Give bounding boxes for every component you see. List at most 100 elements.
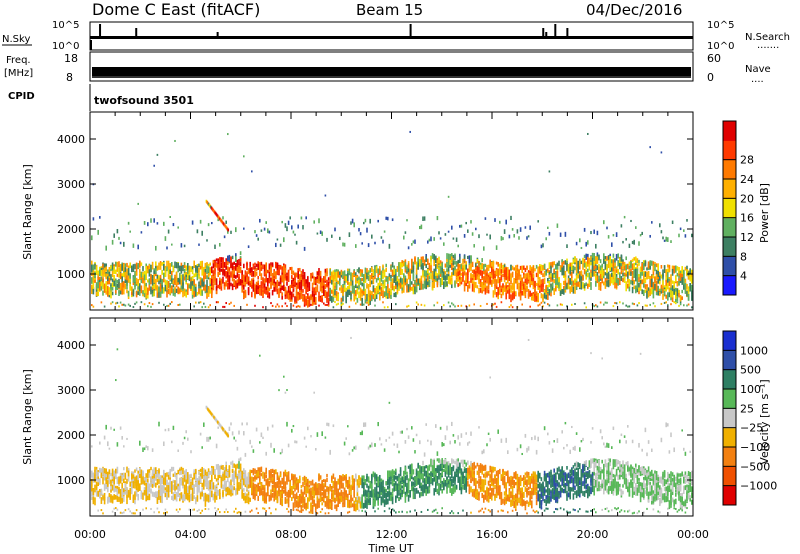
heatmap-cell <box>239 469 242 478</box>
heatmap-cell <box>369 302 371 305</box>
heatmap-cell <box>300 279 303 288</box>
heatmap-cell <box>257 261 259 266</box>
heatmap-cell <box>558 276 560 283</box>
heatmap-cell <box>671 220 674 225</box>
heatmap-cell <box>244 496 247 504</box>
heatmap-cell <box>417 264 419 270</box>
heatmap-cell <box>254 284 256 292</box>
heatmap-cell <box>94 466 96 472</box>
heatmap-cell <box>198 274 200 279</box>
heatmap-cell <box>196 509 199 512</box>
heatmap-cell <box>94 263 96 270</box>
heatmap-cell <box>214 496 216 503</box>
heatmap-cell <box>132 276 135 283</box>
heatmap-cell <box>614 281 616 289</box>
heatmap-cell <box>639 271 642 279</box>
heatmap-cell <box>316 512 319 515</box>
heatmap-cell <box>225 470 227 476</box>
heatmap-cell <box>639 280 642 284</box>
heatmap-cell <box>308 484 311 488</box>
heatmap-cell <box>495 292 498 298</box>
heatmap-cell <box>116 287 119 291</box>
heatmap-cell <box>126 282 128 290</box>
heatmap-cell <box>116 488 119 494</box>
heatmap-cell <box>324 512 327 515</box>
heatmap-cell <box>262 306 264 309</box>
heatmap-cell <box>217 264 219 271</box>
heatmap-cell <box>183 290 186 297</box>
heatmap-cell <box>257 289 259 293</box>
heatmap-cell <box>479 264 482 272</box>
heatmap-cell <box>356 297 359 303</box>
heatmap-cell <box>105 266 107 272</box>
heatmap-cell <box>647 287 650 293</box>
heatmap-cell <box>206 482 208 489</box>
heatmap-cell <box>291 275 293 279</box>
heatmap-cell <box>460 264 463 270</box>
heatmap-cell <box>593 270 595 277</box>
heatmap-cell <box>198 243 200 246</box>
heatmap-cell <box>681 266 683 274</box>
heatmap-cell <box>131 473 133 480</box>
heatmap-cell <box>468 264 471 273</box>
heatmap-cell <box>436 215 439 221</box>
heatmap-cell <box>339 492 341 499</box>
heatmap-cell <box>299 292 301 300</box>
heatmap-cell <box>585 271 587 277</box>
heatmap-cell <box>638 259 640 264</box>
heatmap-cell <box>172 425 175 430</box>
heatmap-cell <box>535 272 538 278</box>
heatmap-cell <box>351 279 354 287</box>
heatmap-cell <box>303 475 306 483</box>
heatmap-cell <box>515 267 517 276</box>
heatmap-cell <box>268 507 271 510</box>
heatmap-cell <box>308 491 311 495</box>
heatmap-cell <box>204 481 207 487</box>
heatmap-cell <box>231 485 234 494</box>
heatmap-cell <box>113 277 115 284</box>
heatmap-cell <box>289 493 291 498</box>
heatmap-cell <box>292 424 295 428</box>
heatmap-cell <box>363 221 365 225</box>
heatmap-cell <box>201 509 203 512</box>
heatmap-cell <box>420 282 423 290</box>
heatmap-cell <box>177 469 179 475</box>
heatmap-cell <box>299 305 301 308</box>
heatmap-cell <box>187 263 189 271</box>
heatmap-cell <box>169 479 171 484</box>
heatmap-cell <box>292 293 295 298</box>
heatmap-cell <box>260 261 263 267</box>
heatmap-cell <box>172 284 175 288</box>
heatmap-cell <box>327 498 330 504</box>
heatmap-cell <box>628 268 631 276</box>
heatmap-cell <box>286 281 288 286</box>
heatmap-cell <box>270 489 272 494</box>
heatmap-cell <box>289 481 291 489</box>
heatmap-cell <box>508 234 511 239</box>
heatmap-cell <box>295 440 298 444</box>
heatmap-cell <box>467 268 469 276</box>
heatmap-cell <box>191 487 194 496</box>
heatmap-cell <box>278 489 280 497</box>
heatmap-cell <box>123 472 125 478</box>
heatmap-cell <box>116 348 119 351</box>
heatmap-cell <box>131 512 133 515</box>
heatmap-cell <box>676 294 679 301</box>
heatmap-cell <box>124 283 127 290</box>
heatmap-cell <box>363 283 365 291</box>
heatmap-cell <box>503 274 506 280</box>
heatmap-cell <box>412 287 415 295</box>
heatmap-cell <box>164 472 167 478</box>
heatmap-cell <box>649 263 651 270</box>
heatmap-cell <box>191 275 194 281</box>
nsearch-dots: ....... <box>757 40 779 51</box>
heatmap-cell <box>92 283 95 289</box>
heatmap-cell <box>105 245 107 251</box>
heatmap-cell <box>459 256 461 264</box>
heatmap-cell <box>105 273 107 280</box>
heatmap-cell <box>171 262 173 267</box>
heatmap-cell <box>255 285 258 290</box>
heatmap-cell <box>268 476 271 481</box>
heatmap-cell <box>185 271 187 277</box>
heatmap-cell <box>302 274 304 282</box>
